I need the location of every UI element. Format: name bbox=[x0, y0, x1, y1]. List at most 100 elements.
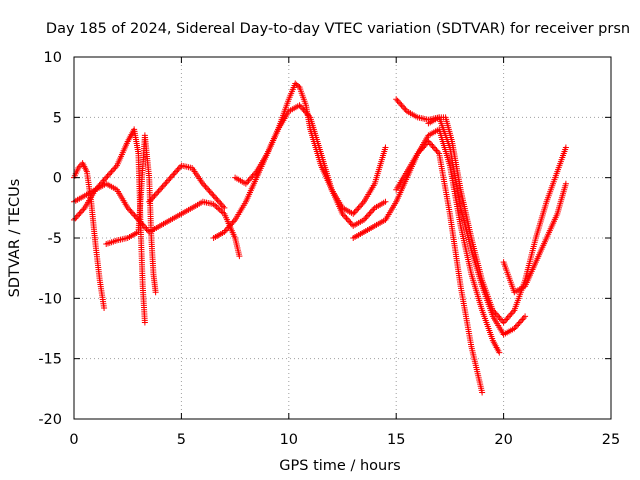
data-series-arc-12 bbox=[500, 180, 569, 296]
data-series-arc-5 bbox=[146, 162, 228, 211]
data-point-trace bbox=[356, 203, 363, 210]
data-marks-layer bbox=[71, 80, 569, 396]
data-point-trace bbox=[366, 210, 373, 217]
data-point-trace bbox=[503, 316, 510, 323]
data-point-trace bbox=[505, 313, 512, 320]
data-point-trace bbox=[205, 186, 212, 193]
data-point-trace bbox=[343, 215, 350, 222]
data-point-trace bbox=[77, 209, 84, 216]
data-point-trace bbox=[394, 97, 401, 104]
data-point bbox=[156, 186, 163, 193]
data-point-trace bbox=[209, 191, 216, 198]
data-point-trace bbox=[160, 182, 167, 189]
data-point-trace bbox=[518, 317, 525, 324]
x-tick-label: 15 bbox=[387, 432, 405, 448]
data-point-trace bbox=[213, 195, 220, 202]
data-point-trace bbox=[162, 180, 169, 187]
data-point-trace bbox=[397, 100, 404, 107]
data-point-trace bbox=[215, 198, 222, 205]
y-tick-label: -15 bbox=[38, 352, 62, 368]
data-point-trace bbox=[100, 177, 107, 184]
x-tick-label: 20 bbox=[494, 432, 512, 448]
data-point-trace bbox=[365, 212, 372, 219]
data-point-trace bbox=[516, 319, 523, 326]
data-point-trace bbox=[142, 224, 149, 231]
data-point-trace bbox=[75, 212, 82, 219]
data-point bbox=[562, 144, 569, 151]
data-point-trace bbox=[175, 165, 182, 172]
data-point-trace bbox=[508, 310, 515, 317]
data-point-trace bbox=[79, 207, 86, 214]
data-point bbox=[382, 198, 389, 205]
data-point-trace bbox=[131, 212, 138, 219]
data-point-trace bbox=[73, 213, 80, 220]
data-series-arc-7 bbox=[210, 102, 389, 241]
data-series-arc-8 bbox=[350, 138, 486, 396]
data-point bbox=[167, 174, 174, 181]
data-point-trace bbox=[348, 221, 355, 228]
data-point-trace bbox=[507, 311, 514, 318]
data-point-trace bbox=[177, 164, 184, 171]
data-point bbox=[236, 253, 243, 260]
data-point-trace bbox=[354, 206, 361, 213]
data-point bbox=[103, 174, 110, 181]
data-point-trace bbox=[108, 168, 115, 175]
data-point-trace bbox=[207, 189, 214, 196]
y-tick-label: -20 bbox=[38, 412, 62, 428]
data-series-arc-1 bbox=[71, 160, 108, 311]
data-point bbox=[152, 289, 159, 296]
data-series-arc-3 bbox=[71, 180, 243, 260]
chart-title: Day 185 of 2024, Sidereal Day-to-day VTE… bbox=[46, 21, 630, 37]
x-tick-label: 0 bbox=[69, 432, 78, 448]
data-point-trace bbox=[351, 209, 358, 216]
x-tick-label: 10 bbox=[280, 432, 298, 448]
data-point-trace bbox=[174, 167, 181, 174]
data-point-trace bbox=[430, 144, 437, 151]
data-series-arc-2 bbox=[71, 126, 148, 326]
data-point-trace bbox=[206, 188, 213, 195]
y-tick-label: -5 bbox=[48, 231, 62, 247]
data-point-trace bbox=[501, 317, 508, 324]
data-point-trace bbox=[504, 314, 511, 321]
data-point-trace bbox=[170, 171, 177, 178]
data-point-trace bbox=[304, 111, 311, 118]
data-point-trace bbox=[127, 207, 134, 214]
data-point-trace bbox=[395, 99, 402, 106]
data-point bbox=[522, 313, 529, 320]
data-point-trace bbox=[76, 210, 83, 217]
data-point-trace bbox=[358, 201, 365, 208]
y-tick-label: 0 bbox=[53, 171, 62, 187]
data-point bbox=[496, 349, 503, 356]
data-point-trace bbox=[144, 227, 151, 234]
grid-layer bbox=[74, 57, 611, 419]
data-point-trace bbox=[514, 322, 521, 329]
data-point-trace bbox=[158, 185, 165, 192]
data-point-trace bbox=[152, 191, 159, 198]
y-axis-label: SDTVAR / TECUs bbox=[7, 179, 23, 298]
data-point bbox=[500, 319, 507, 326]
data-point-trace bbox=[367, 209, 374, 216]
data-point bbox=[393, 96, 400, 103]
data-point-trace bbox=[154, 189, 161, 196]
data-point-trace bbox=[342, 213, 349, 220]
x-tick-label: 5 bbox=[177, 432, 186, 448]
data-point-trace bbox=[101, 176, 108, 183]
data-point-trace bbox=[432, 146, 439, 153]
data-point-trace bbox=[109, 167, 116, 174]
data-point-trace bbox=[214, 197, 221, 204]
data-point-trace bbox=[107, 170, 114, 177]
data-point-trace bbox=[130, 210, 137, 217]
data-point-trace bbox=[515, 320, 522, 327]
data-point-trace bbox=[105, 171, 112, 178]
data-point-trace bbox=[369, 207, 376, 214]
tick-labels-layer: 0 5 10 15 20 25 -20 -15 -10 -5 0 5 10 bbox=[38, 50, 620, 448]
data-point bbox=[562, 180, 569, 187]
data-point-trace bbox=[169, 173, 176, 180]
y-tick-label: 10 bbox=[44, 50, 62, 66]
data-point-trace bbox=[493, 311, 500, 318]
data-point-trace bbox=[128, 209, 135, 216]
data-point-trace bbox=[166, 176, 173, 183]
data-point-trace bbox=[147, 197, 154, 204]
data-point-trace bbox=[344, 216, 351, 223]
